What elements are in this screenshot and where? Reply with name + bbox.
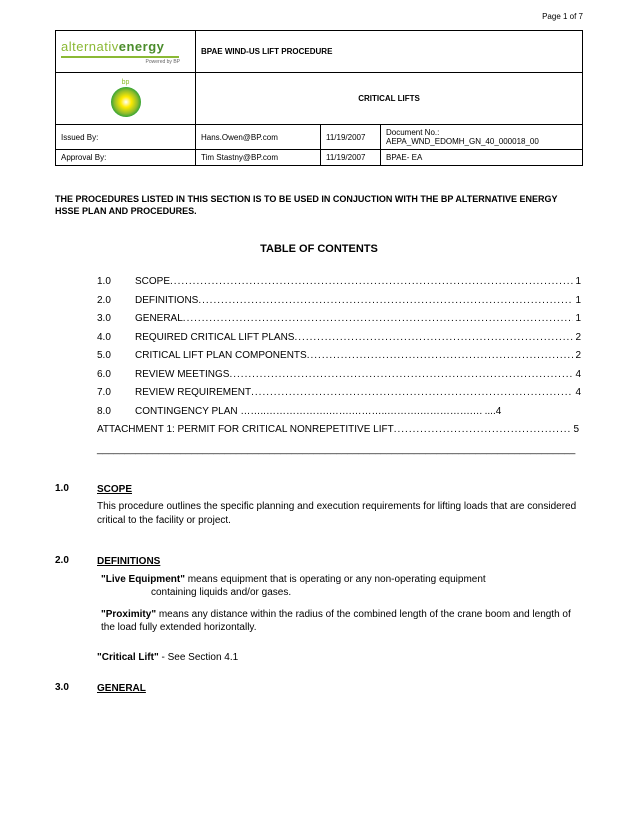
page-number: Page 1 of 7 xyxy=(542,12,583,21)
section-body: This procedure outlines the specific pla… xyxy=(97,500,583,527)
main-title: CRITICAL LIFTS xyxy=(196,73,583,125)
toc-page: 4 xyxy=(573,366,581,385)
intro-paragraph: THE PROCEDURES LISTED IN THIS SECTION IS… xyxy=(55,194,583,217)
toc-page: 1 xyxy=(573,310,581,329)
logo-subtitle: Powered by BP xyxy=(146,59,180,65)
toc-num: 8.0 xyxy=(97,403,135,422)
toc-leader xyxy=(394,421,572,440)
toc-label: ATTACHMENT 1: PERMIT FOR CRITICAL NONREP… xyxy=(97,421,394,440)
toc-leader xyxy=(307,347,574,366)
toc-leader xyxy=(183,310,574,329)
section-divider: ________________________________________… xyxy=(55,444,583,455)
bp-logo-cell: bp xyxy=(56,73,196,125)
logo-underline xyxy=(61,56,179,58)
alternativenergy-logo-cell: alternativenergy Powered by BP xyxy=(56,31,196,73)
definition-proximity: "Proximity" means any distance within th… xyxy=(97,608,583,635)
section-number: 2.0 xyxy=(55,555,97,664)
section-heading: GENERAL xyxy=(97,682,583,696)
table-of-contents: 1.0 SCOPE 1 2.0 DEFINITIONS 1 3.0 GENERA… xyxy=(55,273,583,440)
toc-item: 3.0 GENERAL 1 xyxy=(97,310,581,329)
approval-date: 11/19/2007 xyxy=(321,150,381,166)
toc-item: 2.0 DEFINITIONS 1 xyxy=(97,292,581,311)
toc-label: CONTINGENCY PLAN ……..……………….…….………..……….… xyxy=(135,403,483,422)
term-label: "Proximity" xyxy=(101,609,156,620)
definition-critical-lift: "Critical Lift" - See Section 4.1 xyxy=(97,651,583,665)
toc-num: 6.0 xyxy=(97,366,135,385)
section-general: 3.0 GENERAL xyxy=(55,682,583,700)
toc-page: 2 xyxy=(573,347,581,366)
bp-helios-icon xyxy=(111,87,141,117)
toc-attachment: ATTACHMENT 1: PERMIT FOR CRITICAL NONREP… xyxy=(97,421,581,440)
toc-label: REVIEW MEETINGS xyxy=(135,366,229,385)
toc-page: 4 xyxy=(573,384,581,403)
toc-label: SCOPE xyxy=(135,273,170,292)
toc-label: CRITICAL LIFT PLAN COMPONENTS xyxy=(135,347,307,366)
issued-date: 11/19/2007 xyxy=(321,125,381,150)
section-definitions: 2.0 DEFINITIONS "Live Equipment" means e… xyxy=(55,555,583,664)
term-label: "Live Equipment" xyxy=(101,574,185,585)
section-number: 3.0 xyxy=(55,682,97,700)
toc-leader xyxy=(251,384,573,403)
term-text: - See Section 4.1 xyxy=(159,652,239,663)
alternativenergy-logo: alternativenergy Powered by BP xyxy=(61,39,190,65)
toc-item: 1.0 SCOPE 1 xyxy=(97,273,581,292)
toc-item: 6.0 REVIEW MEETINGS 4 xyxy=(97,366,581,385)
toc-label: REVIEW REQUIREMENT xyxy=(135,384,251,403)
section-heading: SCOPE xyxy=(97,483,583,497)
issued-by-value: Hans.Owen@BP.com xyxy=(196,125,321,150)
toc-item: 5.0 CRITICAL LIFT PLAN COMPONENTS 2 xyxy=(97,347,581,366)
term-label: "Critical Lift" xyxy=(97,652,159,663)
document-header-table: alternativenergy Powered by BP BPAE WIND… xyxy=(55,30,583,166)
toc-item: 7.0 REVIEW REQUIREMENT 4 xyxy=(97,384,581,403)
section-heading: DEFINITIONS xyxy=(97,555,583,569)
toc-page: 2 xyxy=(573,329,581,348)
toc-num: 7.0 xyxy=(97,384,135,403)
toc-num: 5.0 xyxy=(97,347,135,366)
toc-num: 2.0 xyxy=(97,292,135,311)
toc-leader xyxy=(198,292,573,311)
logo-energy-text: energy xyxy=(119,39,165,54)
toc-num: 4.0 xyxy=(97,329,135,348)
toc-heading: TABLE OF CONTENTS xyxy=(55,243,583,255)
term-continuation: containing liquids and/or gases. xyxy=(101,586,583,600)
toc-page: 1 xyxy=(573,292,581,311)
toc-page: 5 xyxy=(571,421,579,440)
bpae-code: BPAE- EA xyxy=(381,150,583,166)
document-number: Document No.: AEPA_WND_EDOMH_GN_40_00001… xyxy=(381,125,583,150)
toc-num: 3.0 xyxy=(97,310,135,329)
section-number: 1.0 xyxy=(55,483,97,528)
toc-leader xyxy=(229,366,573,385)
toc-item: 4.0 REQUIRED CRITICAL LIFT PLANS 2 xyxy=(97,329,581,348)
toc-leader xyxy=(170,273,573,292)
toc-label: REQUIRED CRITICAL LIFT PLANS xyxy=(135,329,294,348)
document-title: BPAE WIND-US LIFT PROCEDURE xyxy=(196,31,583,73)
toc-label: DEFINITIONS xyxy=(135,292,198,311)
toc-item: 8.0 CONTINGENCY PLAN ……..……………….…….………..… xyxy=(97,403,581,422)
term-text: means any distance within the radius of … xyxy=(101,609,571,634)
definition-live-equipment: "Live Equipment" means equipment that is… xyxy=(97,573,583,600)
toc-page: 1 xyxy=(573,273,581,292)
approval-by-value: Tim Stastny@BP.com xyxy=(196,150,321,166)
issued-by-label: Issued By: xyxy=(56,125,196,150)
toc-page: ....4 xyxy=(483,403,502,422)
logo-alt-text: alternativ xyxy=(61,39,119,54)
toc-leader xyxy=(294,329,573,348)
section-scope: 1.0 SCOPE This procedure outlines the sp… xyxy=(55,483,583,528)
approval-by-label: Approval By: xyxy=(56,150,196,166)
term-text: means equipment that is operating or any… xyxy=(185,574,486,585)
toc-num: 1.0 xyxy=(97,273,135,292)
bp-logo-label: bp xyxy=(61,79,190,86)
toc-label: GENERAL xyxy=(135,310,183,329)
